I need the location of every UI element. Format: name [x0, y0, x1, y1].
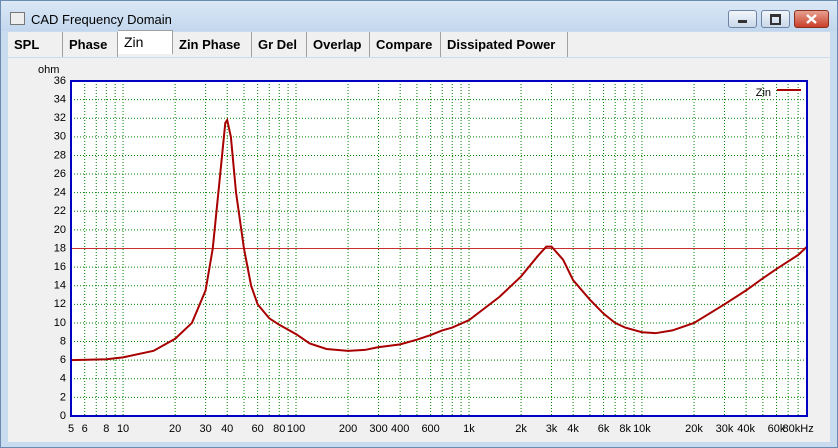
y-tick-label: 10 — [54, 317, 66, 329]
y-tick-label: 12 — [54, 298, 66, 310]
x-tick-label: 30 — [199, 423, 211, 435]
y-tick-label: 0 — [60, 410, 66, 422]
y-tick-label: 26 — [54, 168, 66, 180]
x-tick-label: 400 — [391, 423, 409, 435]
tab[interactable]: Compare — [370, 32, 441, 57]
tab-bar: SPL Phase Zin Zin Phase Gr Del Overlap Compare… — [8, 30, 830, 57]
y-tick-label: 28 — [54, 149, 66, 161]
x-tick-label: 10k — [633, 423, 651, 435]
y-axis-label: ohm — [38, 64, 59, 76]
window-title: CAD Frequency Domain — [31, 12, 172, 27]
x-tick-label: 8 — [103, 423, 109, 435]
minimize-button[interactable] — [728, 10, 757, 28]
x-tick-label: 60k — [768, 423, 786, 435]
x-tick-label: 40 — [221, 423, 233, 435]
x-tick-label: 4k — [567, 423, 579, 435]
data-line — [70, 117, 808, 362]
plot-border — [70, 80, 808, 417]
tab[interactable]: Gr Del — [252, 32, 307, 57]
x-tick-label: 8k — [619, 423, 631, 435]
x-tick-label: 30k — [716, 423, 734, 435]
x-tick-label: 2k — [515, 423, 527, 435]
app-icon — [10, 12, 25, 25]
close-glyph — [806, 14, 817, 24]
x-tick-label: 300 — [369, 423, 387, 435]
x-tick-label: 100 — [287, 423, 305, 435]
x-tick-label: 60 — [252, 423, 264, 435]
tab[interactable]: SPL — [8, 32, 63, 57]
y-tick-label: 30 — [54, 131, 66, 143]
y-tick-label: 6 — [60, 354, 66, 366]
x-tick-label: 5 — [68, 423, 74, 435]
y-tick-label: 36 — [54, 75, 66, 87]
y-tick-label: 4 — [60, 373, 66, 385]
close-button[interactable] — [794, 10, 829, 28]
y-tick-label: 8 — [60, 335, 66, 347]
tab[interactable]: Dissipated Power — [441, 32, 568, 57]
legend-label: Zin — [756, 87, 771, 99]
x-tick-label: 20k — [685, 423, 703, 435]
x-tick-label: 80 — [273, 423, 285, 435]
y-tick-label: 16 — [54, 261, 66, 273]
x-tick-label: 200 — [339, 423, 357, 435]
tab[interactable]: Phase — [63, 32, 118, 57]
x-tick-label: 3k — [546, 423, 558, 435]
x-tick-label: 6 — [82, 423, 88, 435]
x-tick-label: 600 — [421, 423, 439, 435]
tab[interactable]: Zin Phase — [173, 32, 252, 57]
tab[interactable]: Overlap — [307, 32, 370, 57]
y-tick-label: 22 — [54, 205, 66, 217]
y-tick-label: 34 — [54, 94, 66, 106]
x-tick-label: 40k — [737, 423, 755, 435]
x-tick-label: 10 — [117, 423, 129, 435]
x-tick-label: 6k — [598, 423, 610, 435]
y-tick-label: 20 — [54, 224, 66, 236]
title-bar: CAD Frequency Domain — [1, 1, 837, 31]
x-tick-label: 80kHz — [783, 423, 814, 435]
y-tick-label: 32 — [54, 112, 66, 124]
y-tick-label: 14 — [54, 280, 66, 292]
chart-panel: 0 2 4 6 8 10 12 14 16 18 20 22 24 26 28 30 32 34 36 5 6 8 10 20… — [8, 58, 830, 442]
x-tick-label: 1k — [463, 423, 475, 435]
y-tick-label: 24 — [54, 187, 66, 199]
maximize-button[interactable] — [761, 10, 790, 28]
x-tick-label: 20 — [169, 423, 181, 435]
tab[interactable]: Zin — [118, 30, 173, 54]
y-tick-label: 2 — [60, 391, 66, 403]
y-tick-label: 18 — [54, 242, 66, 254]
